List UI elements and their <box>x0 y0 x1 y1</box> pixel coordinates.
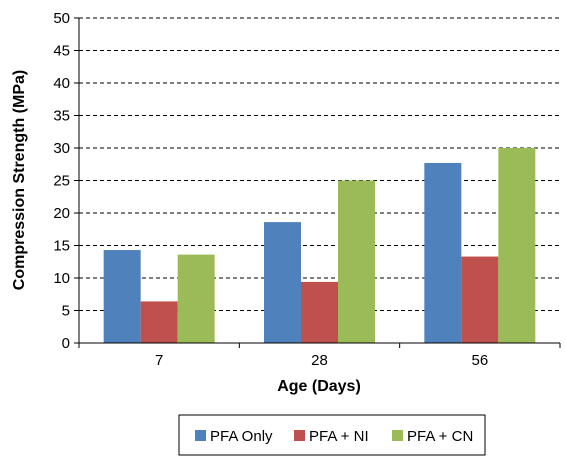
y-tick-labels: 0 5 10 15 20 25 30 35 40 45 50 <box>53 10 79 352</box>
bars <box>103 148 536 343</box>
y-tick-label: 25 <box>53 173 70 190</box>
gridlines <box>79 17 560 311</box>
bar-pfa-cn-7 <box>177 254 215 343</box>
legend-label: PFA + NI <box>309 428 369 445</box>
bar-pfa-only-7 <box>103 250 141 343</box>
bar-pfa-cn-56 <box>498 148 536 343</box>
y-tick-label: 5 <box>62 303 70 320</box>
x-tick-label: 56 <box>471 352 488 369</box>
bar-pfa-only-28 <box>264 222 301 343</box>
y-tick-label: 50 <box>53 10 70 27</box>
y-tick-label: 20 <box>53 205 70 222</box>
x-tick-label: 7 <box>155 352 163 369</box>
x-tick-label: 28 <box>311 352 328 369</box>
legend: PFA Only PFA + NI PFA + CN <box>178 414 486 456</box>
x-axis-title: Age (Days) <box>277 378 361 395</box>
legend-box <box>178 414 486 456</box>
bar-pfa-ni-56 <box>461 256 499 343</box>
bar-pfa-ni-28 <box>301 281 338 343</box>
y-tick-label: 30 <box>53 140 70 157</box>
y-tick-label: 35 <box>53 108 70 125</box>
legend-label: PFA Only <box>210 428 273 445</box>
y-tick-label: 15 <box>53 238 70 255</box>
x-tick-labels: 7 28 56 <box>78 343 561 369</box>
bar-pfa-cn-28 <box>338 180 375 343</box>
bar-pfa-ni-7 <box>140 301 178 343</box>
legend-swatch <box>294 430 305 441</box>
legend-swatch <box>195 430 206 441</box>
y-tick-label: 0 <box>62 335 70 352</box>
legend-swatch <box>392 430 403 441</box>
y-tick-label: 40 <box>53 75 70 92</box>
y-axis-title: Compression Strength (MPa) <box>11 70 28 290</box>
y-tick-label: 45 <box>53 43 70 60</box>
bar-pfa-only-56 <box>424 162 462 343</box>
legend-label: PFA + CN <box>407 428 473 445</box>
y-tick-label: 10 <box>53 270 70 287</box>
